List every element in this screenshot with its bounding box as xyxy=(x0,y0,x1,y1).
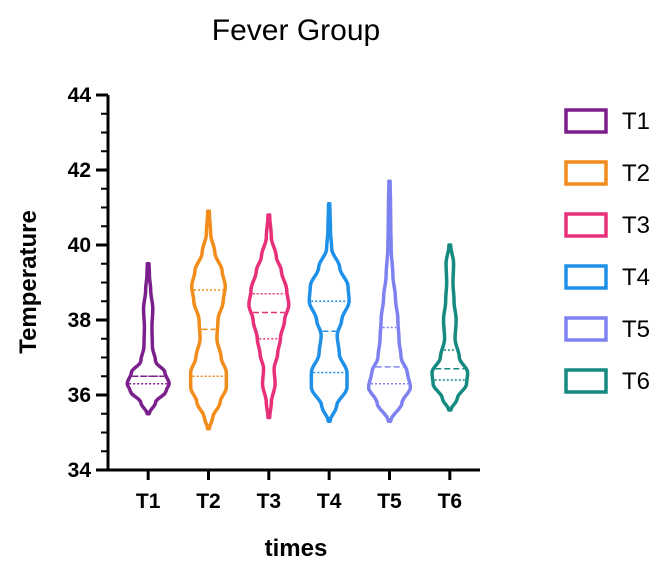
legend-label: T5 xyxy=(622,316,650,343)
chart-title: Fever Group xyxy=(212,14,380,47)
y-tick-label: 36 xyxy=(68,384,91,407)
x-tick-label: T5 xyxy=(377,490,402,513)
violin-t5 xyxy=(366,179,413,423)
x-axis-label: times xyxy=(265,535,328,562)
legend-item-t2: T2 xyxy=(564,160,650,187)
legend-item-t3: T3 xyxy=(564,212,650,239)
legend-swatch xyxy=(564,368,608,394)
x-tick-label: T6 xyxy=(438,490,463,513)
x-axis: T1 T2 T3 T4 T5 T6 xyxy=(108,468,480,513)
legend-swatch xyxy=(564,316,608,342)
legend-swatch xyxy=(564,108,608,134)
legend: T1 T2 T3 T4 T5 T6 xyxy=(564,108,650,395)
legend-swatch xyxy=(564,160,608,186)
violin-t3 xyxy=(247,213,291,420)
x-tick-label: T1 xyxy=(136,490,161,513)
violin-outline xyxy=(125,262,171,416)
violin-t1 xyxy=(125,262,171,416)
violin-outline xyxy=(366,179,413,423)
y-tick-label: 34 xyxy=(68,459,92,482)
legend-label: T2 xyxy=(622,160,650,187)
violins xyxy=(125,179,470,431)
y-tick-label: 42 xyxy=(68,159,91,182)
legend-swatch xyxy=(564,264,608,290)
legend-item-t6: T6 xyxy=(564,368,650,395)
y-tick-label: 44 xyxy=(68,84,92,107)
y-axis: 34 36 38 40 42 44 xyxy=(68,84,110,482)
violin-outline xyxy=(188,209,229,431)
violin-t2 xyxy=(188,209,229,431)
x-tick-label: T3 xyxy=(257,490,282,513)
y-tick-label: 38 xyxy=(68,309,92,332)
x-tick-label: T4 xyxy=(317,490,342,513)
legend-label: T1 xyxy=(622,108,650,135)
legend-label: T4 xyxy=(622,264,650,291)
y-tick-label: 40 xyxy=(68,234,91,257)
y-axis-label: Temperature xyxy=(15,210,42,354)
legend-item-t5: T5 xyxy=(564,316,650,343)
legend-item-t4: T4 xyxy=(564,264,650,291)
legend-label: T3 xyxy=(622,212,650,239)
violin-outline xyxy=(307,202,351,423)
legend-item-t1: T1 xyxy=(564,108,650,135)
legend-label: T6 xyxy=(622,368,650,395)
violin-t4 xyxy=(307,202,351,423)
x-tick-label: T2 xyxy=(196,490,221,513)
violin-t6 xyxy=(430,243,470,412)
violin-outline xyxy=(430,243,470,412)
violin-outline xyxy=(247,213,291,420)
legend-swatch xyxy=(564,212,608,238)
